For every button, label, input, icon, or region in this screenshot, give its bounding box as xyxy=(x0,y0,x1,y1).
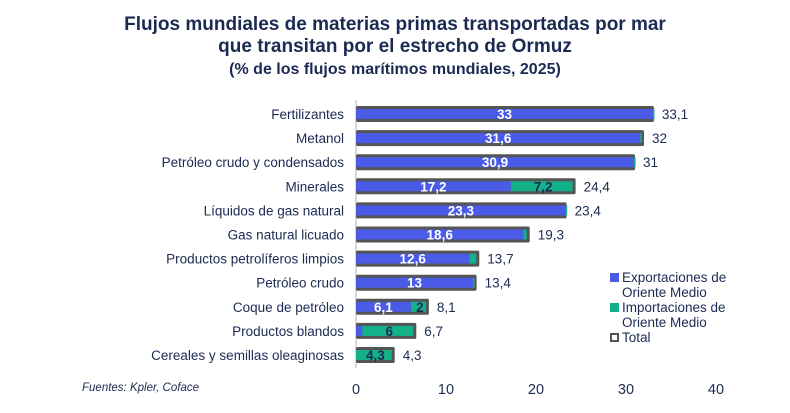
data-label-imports: 7,2 xyxy=(534,179,553,194)
bar-exports xyxy=(356,253,470,264)
bar-imports xyxy=(653,109,655,119)
data-label-total: 4,3 xyxy=(403,348,422,363)
bar-exports xyxy=(356,205,566,216)
data-label-total: 32 xyxy=(652,131,667,146)
data-label-exports: 30,9 xyxy=(482,155,508,170)
data-label-imports: 4,3 xyxy=(366,348,385,363)
category-label: Gas natural licuado xyxy=(228,228,344,243)
bar-imports xyxy=(473,277,475,288)
data-label-total: 33,1 xyxy=(662,107,688,122)
data-label-exports: 33 xyxy=(497,107,513,122)
category-label: Fertilizantes xyxy=(271,107,344,122)
data-label-exports: 13 xyxy=(407,276,423,291)
bar-exports xyxy=(356,277,473,288)
x-tick-label: 20 xyxy=(528,382,544,398)
data-label-exports: 12,6 xyxy=(400,252,427,267)
category-label: Cereales y semillas oleaginosas xyxy=(151,348,344,363)
bar-imports xyxy=(362,325,414,336)
x-tick-label: 0 xyxy=(352,382,360,398)
bar-imports xyxy=(640,133,642,144)
legend-label-exports: Exportaciones de Oriente Medio xyxy=(622,270,727,300)
data-label-total: 24,4 xyxy=(584,179,611,194)
data-label-total: 31 xyxy=(643,155,658,170)
bar-imports xyxy=(510,181,573,192)
data-label-exports: 18,6 xyxy=(427,228,454,243)
chart-subtitle: (% de los flujos marítimos mundiales, 20… xyxy=(229,61,561,78)
legend-label-total: Total xyxy=(622,330,651,345)
data-label-total: 6,7 xyxy=(424,324,443,339)
x-tick-label: 30 xyxy=(618,382,634,398)
bar-exports xyxy=(356,133,641,144)
legend-item-total: Total xyxy=(610,330,762,345)
category-label: Productos petrolíferos limpios xyxy=(166,252,344,267)
chart-title-line2: que transitan por el estrecho de Ormuz xyxy=(218,36,572,57)
bar-imports xyxy=(469,253,477,264)
legend-label-imports: Importaciones de Oriente Medio xyxy=(622,300,726,330)
category-label: Líquidos de gas natural xyxy=(204,203,344,218)
bar-imports xyxy=(634,157,636,168)
data-label-exports: 17,2 xyxy=(420,179,446,194)
data-label-imports: 2 xyxy=(416,300,424,315)
bar-exports xyxy=(356,109,653,119)
bar-imports xyxy=(523,229,527,240)
bar-imports xyxy=(410,301,426,312)
data-label-total: 23,4 xyxy=(575,203,602,218)
data-label-imports: 6 xyxy=(386,324,394,339)
category-label: Minerales xyxy=(285,179,344,194)
legend: Exportaciones de Oriente Medio Importaci… xyxy=(610,270,762,345)
x-tick-label: 10 xyxy=(438,382,454,398)
bar-imports xyxy=(565,205,568,216)
legend-swatch-imports xyxy=(610,303,619,312)
data-label-total: 19,3 xyxy=(538,228,564,243)
category-label: Petróleo crudo xyxy=(256,276,344,291)
legend-item-exports: Exportaciones de Oriente Medio xyxy=(610,270,762,300)
legend-swatch-total xyxy=(610,333,619,342)
bar-exports xyxy=(356,301,411,312)
data-label-total: 13,4 xyxy=(485,276,512,291)
legend-item-imports: Importaciones de Oriente Medio xyxy=(610,300,762,330)
x-tick-label: 40 xyxy=(708,382,724,398)
data-label-exports: 23,3 xyxy=(448,203,475,218)
category-label: Petróleo crudo y condensados xyxy=(162,155,345,170)
category-label: Productos blandos xyxy=(232,324,344,339)
data-label-exports: 31,6 xyxy=(485,131,512,146)
bar-imports xyxy=(356,350,392,360)
bar-exports xyxy=(356,325,363,336)
category-label: Metanol xyxy=(296,131,344,146)
category-label: Coque de petróleo xyxy=(233,300,344,315)
data-label-total: 13,7 xyxy=(487,252,513,267)
bar-exports xyxy=(356,229,524,240)
data-label-exports: 6,1 xyxy=(374,300,393,315)
bar-exports xyxy=(356,181,511,192)
data-label-total: 8,1 xyxy=(437,300,456,315)
bar-exports xyxy=(356,157,635,168)
source-note: Fuentes: Kpler, Coface xyxy=(82,382,199,394)
legend-swatch-exports xyxy=(610,273,619,282)
chart-title: Flujos mundiales de materias primas tran… xyxy=(124,14,666,35)
